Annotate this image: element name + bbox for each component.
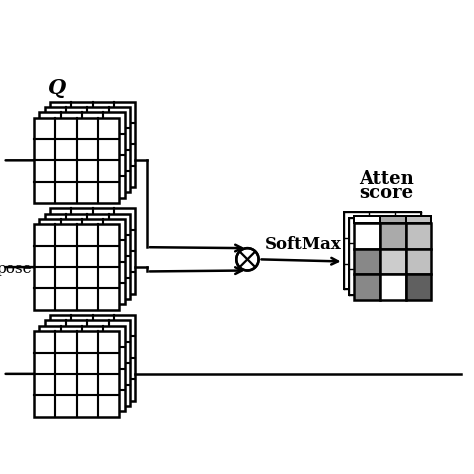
Bar	[45, 214, 130, 299]
Text: score: score	[359, 184, 413, 202]
Text: Atten: Atten	[359, 170, 414, 188]
Bar	[50, 315, 135, 401]
Text: $K^T$: $K^T$	[48, 179, 75, 204]
Bar	[34, 331, 119, 417]
Bar	[406, 249, 431, 274]
Bar	[406, 217, 431, 223]
Bar	[406, 223, 431, 249]
Bar	[354, 249, 380, 274]
Bar	[39, 219, 125, 304]
Text: pose: pose	[0, 262, 33, 276]
Bar	[39, 112, 125, 198]
Bar	[354, 274, 380, 300]
Bar	[34, 118, 119, 203]
Bar	[349, 218, 426, 295]
Bar	[50, 101, 135, 187]
Bar	[39, 326, 125, 411]
Bar	[45, 320, 130, 406]
Bar	[380, 217, 406, 223]
Bar	[50, 209, 135, 294]
Bar	[344, 212, 421, 290]
Bar	[354, 217, 380, 223]
Bar	[406, 274, 431, 300]
Bar	[34, 224, 119, 310]
Bar	[380, 223, 406, 249]
Circle shape	[236, 248, 259, 271]
Bar	[380, 274, 406, 300]
Text: V: V	[48, 291, 64, 311]
Bar	[354, 223, 380, 249]
Text: Q: Q	[48, 78, 66, 98]
Bar	[45, 107, 130, 192]
Bar	[380, 249, 406, 274]
Text: SoftMax: SoftMax	[264, 236, 341, 253]
